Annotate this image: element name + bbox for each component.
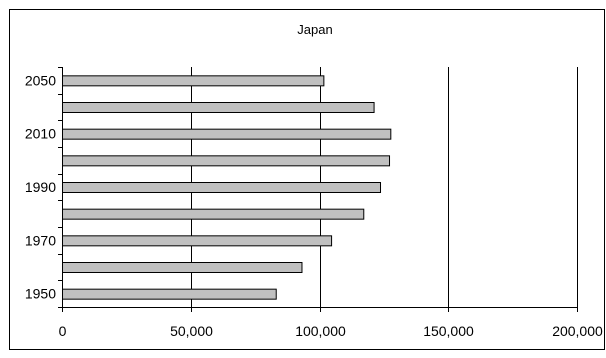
bar-2000	[62, 155, 391, 167]
x-tick-label-0: 0	[59, 323, 67, 339]
y-tick-label-2050: 2050	[25, 72, 56, 88]
bars	[62, 75, 392, 300]
bar-2050	[62, 75, 325, 87]
y-tick-label-1950: 1950	[25, 286, 56, 302]
x-tick-label-2: 100,000	[295, 323, 346, 339]
bar-1970	[62, 235, 333, 247]
bar-1960	[62, 262, 303, 273]
axes: 1950 1970 1990 2010 2050 0 50,000 100,000 150,00…	[25, 67, 603, 339]
bar-1990	[62, 182, 382, 193]
bar-2010	[62, 128, 392, 140]
bar-2030	[62, 102, 375, 113]
chart-title: Japan	[297, 22, 332, 37]
bar-1950	[62, 288, 277, 300]
x-tick-label-3: 150,000	[423, 323, 474, 339]
x-tick-label-4: 200,000	[552, 323, 603, 339]
y-tick-label-2010: 2010	[25, 126, 56, 142]
bar-1980	[62, 208, 365, 220]
y-tick-label-1990: 1990	[25, 179, 56, 195]
y-tick-label-1970: 1970	[25, 232, 56, 248]
x-tick-label-1: 50,000	[170, 323, 213, 339]
